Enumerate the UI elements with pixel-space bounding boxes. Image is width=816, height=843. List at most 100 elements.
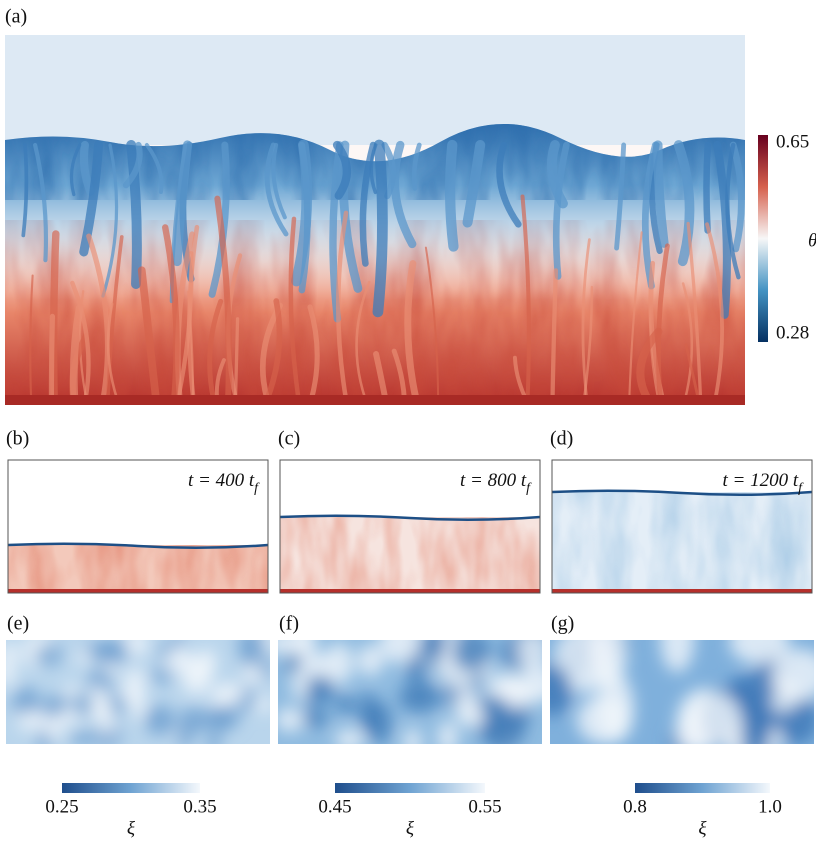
blob bbox=[335, 695, 357, 714]
blob bbox=[6, 642, 20, 665]
blob bbox=[685, 692, 741, 744]
cold-plume bbox=[144, 143, 164, 194]
time-label: t = 400 tf bbox=[188, 470, 260, 496]
mixed-texture bbox=[8, 545, 268, 593]
blob bbox=[403, 727, 422, 744]
panel-label: (g) bbox=[551, 613, 574, 635]
blob bbox=[16, 710, 48, 732]
cold-plume bbox=[79, 140, 95, 196]
blob bbox=[660, 640, 695, 673]
time-text: t = 1200 t bbox=[722, 470, 798, 491]
bottom-layer bbox=[552, 589, 812, 593]
blob bbox=[301, 709, 329, 727]
panel-frame bbox=[551, 459, 813, 594]
hot-plume bbox=[29, 274, 34, 402]
cold-plume bbox=[725, 142, 741, 280]
hot-plume bbox=[263, 298, 283, 403]
hot-plume bbox=[48, 313, 56, 403]
cold-plume bbox=[552, 141, 570, 280]
cold-plume bbox=[359, 141, 377, 267]
panel-label: (a) bbox=[5, 6, 27, 28]
cold-plume bbox=[713, 140, 731, 319]
time-label: t = 800 tf bbox=[460, 470, 532, 496]
cold-plume bbox=[614, 142, 627, 251]
concentration-field bbox=[6, 640, 270, 744]
blob bbox=[124, 667, 146, 699]
blob bbox=[507, 708, 527, 739]
hot-plume bbox=[307, 304, 320, 403]
hot-plume bbox=[70, 280, 91, 403]
blobs bbox=[550, 640, 814, 744]
hot-plume bbox=[628, 231, 643, 402]
interface bbox=[7, 542, 269, 550]
mixed-texture bbox=[280, 517, 540, 593]
hot-plume bbox=[214, 195, 232, 404]
panel-label: (f) bbox=[279, 613, 299, 635]
concentration-field bbox=[550, 640, 814, 744]
colorbar bbox=[335, 783, 485, 793]
hot-plume bbox=[404, 260, 420, 404]
blob bbox=[183, 656, 215, 682]
blob bbox=[470, 695, 513, 739]
cold-plume bbox=[653, 140, 669, 248]
panel-label: (c) bbox=[278, 428, 300, 450]
colorbar-min: 0.25 bbox=[45, 796, 78, 817]
hot-plume bbox=[705, 222, 725, 402]
blob bbox=[366, 701, 392, 744]
hot-plume bbox=[106, 302, 119, 402]
mixed-texture bbox=[552, 492, 812, 593]
cold-plume bbox=[673, 140, 695, 267]
blob bbox=[64, 682, 79, 698]
cold-plume bbox=[462, 139, 486, 228]
blob bbox=[516, 640, 542, 672]
blob bbox=[518, 667, 542, 701]
cold-plume bbox=[101, 143, 119, 298]
cold-plume bbox=[546, 140, 568, 209]
colorbar-max: 1.0 bbox=[758, 796, 782, 817]
colorbar-min: 0.8 bbox=[623, 796, 647, 817]
blob bbox=[124, 640, 149, 657]
interface bbox=[279, 514, 541, 522]
time-label: t = 1200 tf bbox=[722, 470, 804, 496]
hot-plume bbox=[681, 282, 694, 402]
blob bbox=[454, 686, 479, 725]
cold-plume bbox=[372, 139, 388, 318]
blob bbox=[746, 689, 775, 744]
colorbar-min: 0.28 bbox=[776, 322, 809, 343]
cold-plume bbox=[390, 140, 417, 249]
hot-plume bbox=[86, 233, 111, 403]
hot-plume bbox=[259, 302, 283, 403]
hot-plume bbox=[656, 243, 670, 403]
blob bbox=[438, 720, 458, 744]
blob bbox=[24, 640, 53, 648]
time-text: t = 400 t bbox=[188, 470, 255, 491]
blob bbox=[291, 666, 309, 701]
panel-frame bbox=[279, 459, 541, 594]
cold-plume bbox=[172, 140, 193, 267]
hot-plume bbox=[137, 266, 160, 404]
time-subscript: f bbox=[254, 481, 260, 496]
cold-plume bbox=[69, 143, 82, 197]
blob bbox=[324, 642, 354, 685]
blob bbox=[108, 694, 126, 716]
cold-plume bbox=[411, 142, 422, 191]
hot-plume bbox=[686, 221, 703, 402]
cold-plume bbox=[329, 141, 344, 323]
cold-plume bbox=[33, 142, 49, 263]
cold-plume bbox=[729, 141, 745, 253]
blob bbox=[71, 693, 94, 716]
colorbar-max: 0.55 bbox=[468, 796, 501, 817]
colorbar bbox=[62, 783, 200, 793]
hot-plume bbox=[162, 224, 180, 404]
cold-plume bbox=[208, 141, 230, 298]
colorbar-max: 0.35 bbox=[183, 796, 216, 817]
blob bbox=[278, 707, 306, 732]
hot-plume bbox=[207, 298, 224, 403]
hot-plume bbox=[636, 327, 663, 404]
blob bbox=[771, 648, 814, 700]
bottom-layer bbox=[8, 589, 268, 593]
blob bbox=[357, 644, 384, 676]
blobs bbox=[6, 640, 270, 744]
blob bbox=[335, 729, 365, 744]
